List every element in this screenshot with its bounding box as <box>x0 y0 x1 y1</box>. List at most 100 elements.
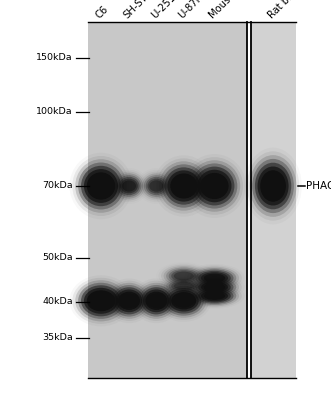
Ellipse shape <box>156 158 211 214</box>
Ellipse shape <box>114 287 144 314</box>
Ellipse shape <box>204 274 225 282</box>
Ellipse shape <box>198 290 231 302</box>
Ellipse shape <box>190 286 239 306</box>
Ellipse shape <box>174 282 194 290</box>
Text: C6: C6 <box>94 4 110 20</box>
Ellipse shape <box>81 285 121 316</box>
Ellipse shape <box>169 280 199 292</box>
Ellipse shape <box>122 180 136 192</box>
Ellipse shape <box>78 283 124 319</box>
Ellipse shape <box>170 173 197 199</box>
Ellipse shape <box>142 173 170 199</box>
Ellipse shape <box>72 156 129 216</box>
Ellipse shape <box>198 170 231 202</box>
Text: SH-SY5Y: SH-SY5Y <box>122 0 159 20</box>
Ellipse shape <box>159 161 208 211</box>
Ellipse shape <box>195 288 234 304</box>
Text: PHACTR1: PHACTR1 <box>306 181 331 191</box>
Ellipse shape <box>141 287 171 314</box>
Ellipse shape <box>164 278 204 294</box>
Ellipse shape <box>169 269 199 283</box>
Ellipse shape <box>90 293 112 309</box>
Ellipse shape <box>174 294 194 307</box>
Ellipse shape <box>139 285 174 317</box>
Ellipse shape <box>200 173 229 199</box>
Ellipse shape <box>201 291 228 301</box>
Ellipse shape <box>148 179 165 193</box>
Ellipse shape <box>137 283 176 319</box>
Ellipse shape <box>193 268 236 288</box>
Ellipse shape <box>171 281 196 291</box>
Ellipse shape <box>145 292 167 310</box>
Ellipse shape <box>198 281 231 294</box>
Ellipse shape <box>247 151 299 221</box>
Ellipse shape <box>189 160 240 212</box>
Ellipse shape <box>116 290 142 312</box>
Ellipse shape <box>192 164 237 208</box>
Ellipse shape <box>120 294 138 308</box>
Ellipse shape <box>204 292 225 300</box>
Text: Mouse brain: Mouse brain <box>208 0 258 20</box>
Ellipse shape <box>148 294 165 308</box>
Ellipse shape <box>118 177 140 195</box>
Ellipse shape <box>118 292 140 310</box>
Ellipse shape <box>186 157 243 215</box>
Text: 100kDa: 100kDa <box>36 108 73 116</box>
Ellipse shape <box>198 271 231 285</box>
Ellipse shape <box>75 280 127 321</box>
Ellipse shape <box>162 164 206 208</box>
Ellipse shape <box>161 265 207 287</box>
Text: 50kDa: 50kDa <box>42 254 73 262</box>
Ellipse shape <box>117 175 141 197</box>
Text: 35kDa: 35kDa <box>42 334 73 342</box>
Ellipse shape <box>87 172 115 200</box>
Ellipse shape <box>112 285 147 317</box>
Ellipse shape <box>255 163 291 209</box>
Text: U-87MG: U-87MG <box>177 0 212 20</box>
Ellipse shape <box>120 179 138 193</box>
Ellipse shape <box>72 278 129 324</box>
Text: Rat brain: Rat brain <box>266 0 305 20</box>
Ellipse shape <box>171 270 196 282</box>
Ellipse shape <box>252 159 294 213</box>
Ellipse shape <box>84 288 118 314</box>
Ellipse shape <box>173 176 195 196</box>
Ellipse shape <box>190 267 239 289</box>
Ellipse shape <box>187 284 242 308</box>
Ellipse shape <box>84 169 118 203</box>
Ellipse shape <box>166 288 201 314</box>
Ellipse shape <box>169 290 199 312</box>
Ellipse shape <box>195 166 234 206</box>
Ellipse shape <box>164 266 204 286</box>
Ellipse shape <box>115 173 143 199</box>
Ellipse shape <box>204 283 225 291</box>
Ellipse shape <box>167 170 200 202</box>
Ellipse shape <box>171 292 196 310</box>
Bar <box>88 22 247 378</box>
Ellipse shape <box>113 172 145 200</box>
Ellipse shape <box>87 290 115 311</box>
Ellipse shape <box>140 172 172 200</box>
Ellipse shape <box>165 167 203 205</box>
Ellipse shape <box>193 287 236 305</box>
Ellipse shape <box>195 270 234 286</box>
Ellipse shape <box>166 279 201 293</box>
Ellipse shape <box>144 175 168 197</box>
Ellipse shape <box>78 162 124 210</box>
Ellipse shape <box>195 280 234 295</box>
Ellipse shape <box>90 176 112 196</box>
Ellipse shape <box>166 268 201 284</box>
Text: 150kDa: 150kDa <box>36 54 73 62</box>
Ellipse shape <box>260 170 286 202</box>
Ellipse shape <box>164 286 204 316</box>
Ellipse shape <box>75 159 127 213</box>
Text: 70kDa: 70kDa <box>42 182 73 190</box>
Ellipse shape <box>193 278 236 296</box>
Ellipse shape <box>159 282 209 320</box>
Bar <box>251 22 296 378</box>
Ellipse shape <box>258 166 289 206</box>
Ellipse shape <box>161 284 207 318</box>
Ellipse shape <box>143 290 169 312</box>
Ellipse shape <box>81 166 121 206</box>
Ellipse shape <box>149 180 163 192</box>
